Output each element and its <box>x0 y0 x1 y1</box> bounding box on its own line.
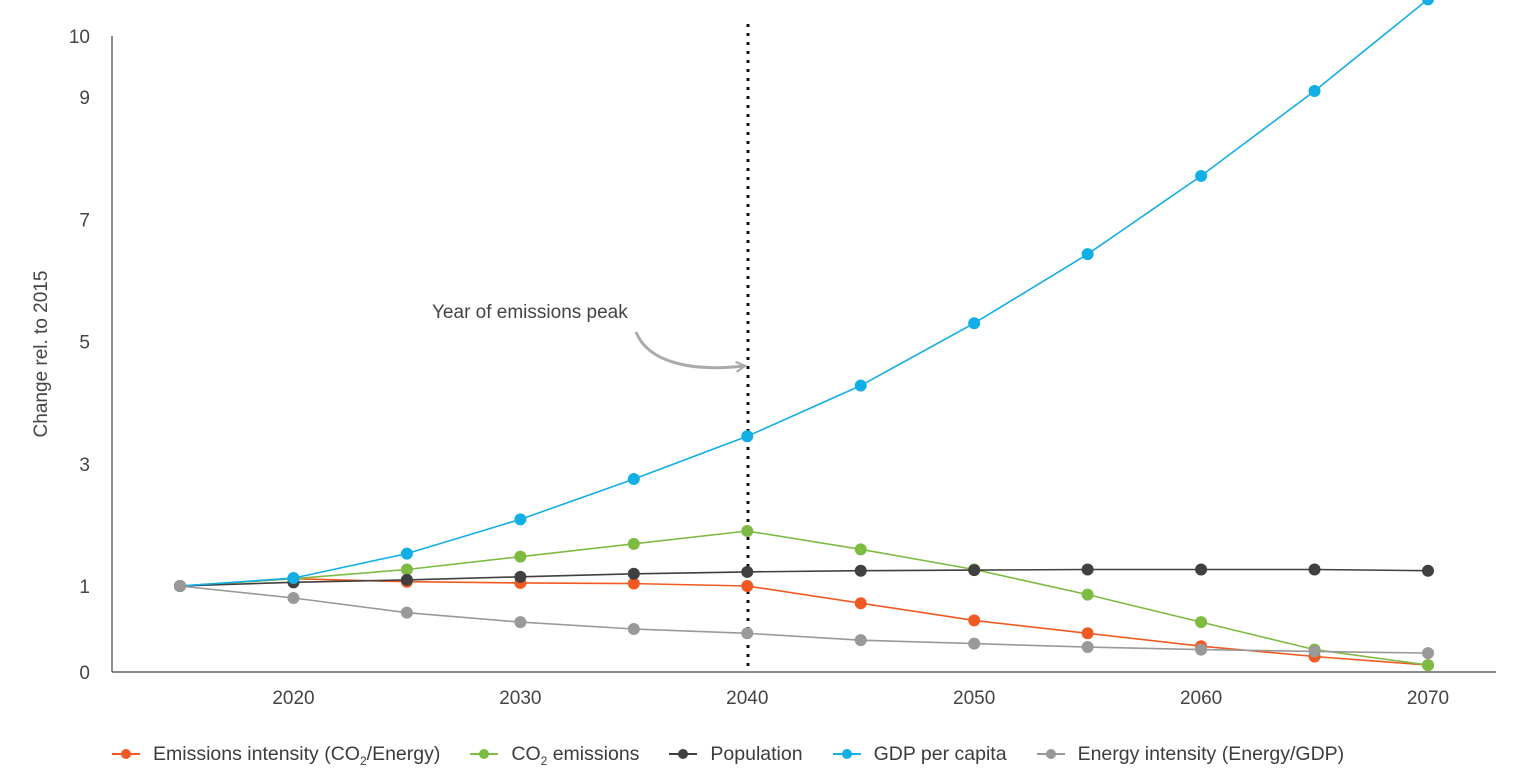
y-tick-label: 5 <box>79 333 90 354</box>
data-point <box>287 572 300 585</box>
data-point <box>1308 85 1321 97</box>
series-line <box>179 568 1429 587</box>
series-2 <box>174 563 1434 592</box>
series-3 <box>174 0 1434 592</box>
series-line <box>179 0 1429 587</box>
x-tick-labels: 2020 2030 2040 2050 2060 2070 <box>272 688 1449 709</box>
data-point <box>627 623 640 635</box>
series-0 <box>174 572 1434 672</box>
data-point <box>1422 0 1434 6</box>
data-point <box>854 564 867 577</box>
data-point <box>514 616 527 629</box>
legend-swatch-icon <box>112 744 140 764</box>
legend-swatch-icon <box>1036 744 1065 764</box>
data-point <box>854 597 867 610</box>
legend-swatch-icon <box>470 744 499 764</box>
series-line <box>179 577 1429 666</box>
data-point <box>627 567 640 580</box>
data-point <box>400 573 413 586</box>
data-point <box>741 627 754 640</box>
x-tick-label: 2070 <box>1407 688 1449 709</box>
data-point <box>968 564 981 577</box>
data-point <box>1195 169 1208 182</box>
data-point <box>287 592 300 605</box>
y-tick-label: 7 <box>79 210 90 231</box>
legend-item: Energy intensity (Energy/GDP) <box>1036 742 1345 766</box>
data-point <box>741 565 754 578</box>
legend-label: GDP per capita <box>873 742 1007 765</box>
data-point <box>741 525 754 537</box>
data-point <box>854 379 867 392</box>
legend-item: CO2 emissions <box>470 742 640 768</box>
legend-label: Population <box>710 742 803 765</box>
y-tick-labels: 0 1 3 5 7 9 10 <box>69 27 90 684</box>
y-axis-title: Change rel. to 2015 <box>31 271 52 438</box>
data-point <box>1195 563 1208 576</box>
legend-item: Emissions intensity (CO2/Energy) <box>112 742 441 768</box>
data-point <box>400 563 413 576</box>
data-point <box>400 547 413 560</box>
data-point <box>1081 627 1094 640</box>
axes <box>111 36 1496 673</box>
annotation-emissions-peak: Year of emissions peak <box>432 302 628 323</box>
legend-label: CO2 emissions <box>511 742 640 768</box>
x-tick-label: 2060 <box>1180 688 1222 709</box>
data-point <box>1422 659 1434 672</box>
data-point <box>968 637 981 650</box>
data-point <box>514 570 527 583</box>
legend-item: GDP per capita <box>832 742 1007 766</box>
y-tick-label: 3 <box>79 455 90 476</box>
data-point <box>1308 563 1321 576</box>
data-point <box>968 317 981 330</box>
legend-item: Population <box>669 742 803 766</box>
y-tick-label: 1 <box>79 577 90 598</box>
legend-label: Emissions intensity (CO2/Energy) <box>153 742 441 768</box>
data-point <box>627 473 640 486</box>
y-tick-label: 10 <box>69 27 90 48</box>
series-1 <box>174 525 1434 672</box>
data-point <box>514 550 527 563</box>
series-4 <box>174 580 1434 660</box>
data-point <box>854 543 867 556</box>
data-point <box>1081 641 1094 654</box>
series-line <box>179 530 1429 666</box>
data-point <box>174 580 186 592</box>
data-point <box>741 430 754 443</box>
legend-label: Energy intensity (Energy/GDP) <box>1077 742 1345 765</box>
y-tick-label: 9 <box>79 88 90 109</box>
y-tick-label: 0 <box>79 663 90 684</box>
data-point <box>1081 563 1094 576</box>
legend-swatch-icon <box>669 744 698 764</box>
data-point <box>741 580 754 592</box>
data-point <box>400 606 413 619</box>
x-tick-label: 2040 <box>726 688 768 709</box>
legend-swatch-icon <box>832 744 861 764</box>
data-point <box>1081 248 1094 261</box>
data-point <box>1422 647 1434 660</box>
data-point <box>514 513 527 526</box>
data-point <box>1308 645 1321 658</box>
series-group <box>174 0 1434 672</box>
annotation-arrow <box>634 331 744 368</box>
data-point <box>627 537 640 550</box>
x-tick-label: 2050 <box>953 688 995 709</box>
data-point <box>1195 643 1208 656</box>
x-tick-label: 2030 <box>499 688 541 709</box>
data-point <box>627 577 640 590</box>
data-point <box>1422 564 1434 577</box>
data-point <box>1195 616 1208 629</box>
x-tick-label: 2020 <box>272 688 314 709</box>
data-point <box>854 634 867 647</box>
data-point <box>968 614 981 627</box>
data-point <box>1081 588 1094 601</box>
legend: Emissions intensity (CO2/Energy) CO2 emis… <box>112 738 1512 770</box>
series-line <box>179 585 1429 654</box>
